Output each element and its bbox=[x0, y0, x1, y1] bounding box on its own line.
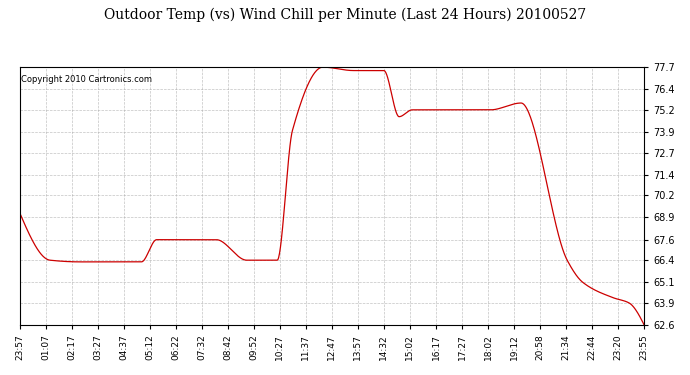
Text: Outdoor Temp (vs) Wind Chill per Minute (Last 24 Hours) 20100527: Outdoor Temp (vs) Wind Chill per Minute … bbox=[104, 8, 586, 22]
Text: Copyright 2010 Cartronics.com: Copyright 2010 Cartronics.com bbox=[21, 75, 152, 84]
